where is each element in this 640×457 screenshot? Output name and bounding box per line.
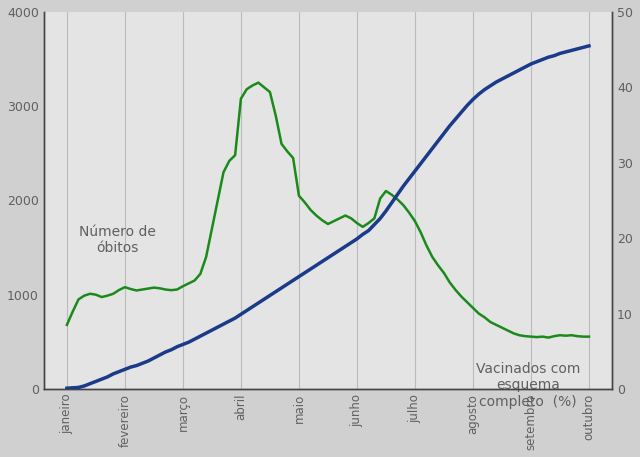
Text: Número de
óbitos: Número de óbitos bbox=[79, 225, 156, 255]
Text: Vacinados com
esquema
completo  (%): Vacinados com esquema completo (%) bbox=[476, 362, 580, 409]
